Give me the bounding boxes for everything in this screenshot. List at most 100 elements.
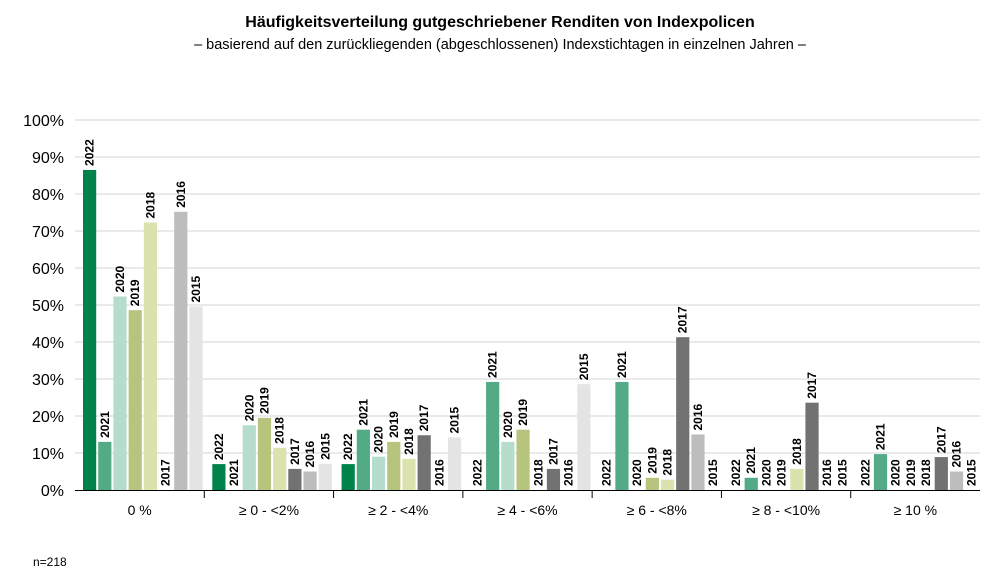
bar-year-label: 2017 [546, 438, 560, 465]
bar [417, 435, 431, 490]
bar-year-label: 2020 [630, 459, 644, 486]
bar [949, 471, 964, 490]
y-tick-label: 40% [32, 335, 64, 352]
bar-year-label: 2015 [965, 459, 979, 486]
bar-year-label: 2021 [98, 411, 112, 438]
bar-year-label: 2021 [744, 447, 758, 474]
bar [341, 464, 355, 490]
bar [174, 211, 188, 490]
bar-year-label: 2016 [562, 459, 576, 486]
bar-year-label: 2018 [273, 417, 287, 444]
x-category-label: ≥ 10 % [894, 502, 937, 518]
bar [447, 437, 462, 490]
y-tick-label: 0% [41, 483, 64, 500]
bar-year-label: 2022 [600, 459, 614, 486]
bar [143, 222, 157, 491]
bar [356, 429, 370, 490]
bar-year-label: 2017 [159, 459, 173, 486]
bar-year-label: 2020 [889, 459, 903, 486]
bar-year-label: 2019 [775, 459, 789, 486]
bar [501, 441, 515, 490]
x-axis: 0 % ≥ 0 - <2% ≥ 2 - <4% ≥ 4 - <6% ≥ 6 - <8% ≥… [75, 490, 980, 518]
bar [242, 425, 256, 490]
bar-year-label: 2017 [805, 372, 819, 399]
bar-chart: 0%10%20%30%40%50%60%70%80%90%100% 202220… [23, 113, 980, 518]
bar-year-label: 2016 [820, 459, 834, 486]
bar-year-label: 2015 [448, 406, 462, 433]
bar [546, 468, 561, 490]
bar-year-label: 2018 [661, 449, 675, 476]
bar-year-label: 2015 [706, 459, 720, 486]
y-tick-label: 50% [32, 298, 64, 315]
bar-year-label: 2019 [257, 387, 271, 414]
x-category-label: 0 % [128, 502, 152, 518]
bar-year-label: 2019 [387, 411, 401, 438]
bar-year-label: 2016 [174, 181, 188, 208]
bar-year-label: 2018 [919, 459, 933, 486]
bar [744, 477, 758, 490]
bar [676, 337, 690, 490]
x-category-label: ≥ 0 - <2% [239, 502, 299, 518]
bar-year-label: 2016 [950, 440, 964, 467]
bars [83, 169, 964, 491]
bar [288, 468, 302, 490]
bar-year-label: 2019 [645, 447, 659, 474]
bar-year-label: 2021 [356, 399, 370, 426]
bar [615, 381, 629, 490]
bar-year-label: 2022 [212, 433, 226, 460]
bar-year-label: 2018 [531, 459, 545, 486]
chart-title: Häufigkeitsverteilung gutgeschriebener R… [245, 14, 755, 31]
y-tick-label: 70% [32, 224, 64, 241]
bar [660, 479, 675, 490]
bar-year-label: 2018 [790, 438, 804, 465]
bar [318, 463, 332, 490]
x-category-label: ≥ 2 - <4% [368, 502, 428, 518]
bar-year-label: 2017 [676, 306, 690, 333]
bar [934, 457, 948, 490]
bar-year-label: 2020 [759, 459, 773, 486]
bar-year-label: 2015 [577, 353, 591, 380]
bar [212, 464, 226, 490]
x-category-label: ≥ 8 - <10% [752, 502, 820, 518]
bar [83, 169, 97, 490]
bar [128, 310, 142, 490]
bar-year-label: 2017 [417, 404, 431, 431]
bar-year-label: 2022 [83, 139, 97, 166]
bar-year-label: 2019 [516, 399, 530, 426]
bar [371, 456, 386, 490]
bar-year-label: 2019 [904, 459, 918, 486]
bar [98, 441, 112, 490]
y-axis: 0% 10% 20% 30% 40% 50% 60% 70% 80% 90% 100% [23, 113, 64, 500]
y-tick-label: 20% [32, 409, 64, 426]
bar-year-label: 2022 [729, 459, 743, 486]
bar [273, 447, 287, 490]
bar-year-label: 2018 [402, 428, 416, 455]
bar-year-label: 2022 [858, 459, 872, 486]
bar [691, 434, 705, 490]
y-tick-label: 10% [32, 446, 64, 463]
bar-year-label: 2021 [874, 423, 888, 450]
bar [387, 441, 401, 490]
bar-year-label: 2016 [691, 403, 705, 430]
bar [257, 417, 272, 490]
bar-year-label: 2020 [501, 411, 515, 438]
bar-year-label: 2021 [615, 351, 629, 378]
bar-year-label: 2020 [242, 394, 256, 421]
bar-year-label: 2021 [227, 459, 241, 486]
y-tick-label: 80% [32, 187, 64, 204]
gridlines [75, 119, 980, 454]
bar-year-label: 2018 [143, 191, 157, 218]
bar [303, 471, 317, 490]
bar [790, 468, 804, 490]
bar-year-label: 2015 [189, 275, 203, 302]
sample-size-note: n=218 [33, 555, 67, 569]
bar-year-label: 2015 [835, 459, 849, 486]
bar [645, 477, 659, 490]
bar [873, 454, 888, 490]
bar-year-label: 2015 [318, 433, 332, 460]
bar [516, 429, 530, 490]
y-tick-label: 60% [32, 261, 64, 278]
y-tick-label: 30% [32, 372, 64, 389]
bar [189, 306, 203, 490]
